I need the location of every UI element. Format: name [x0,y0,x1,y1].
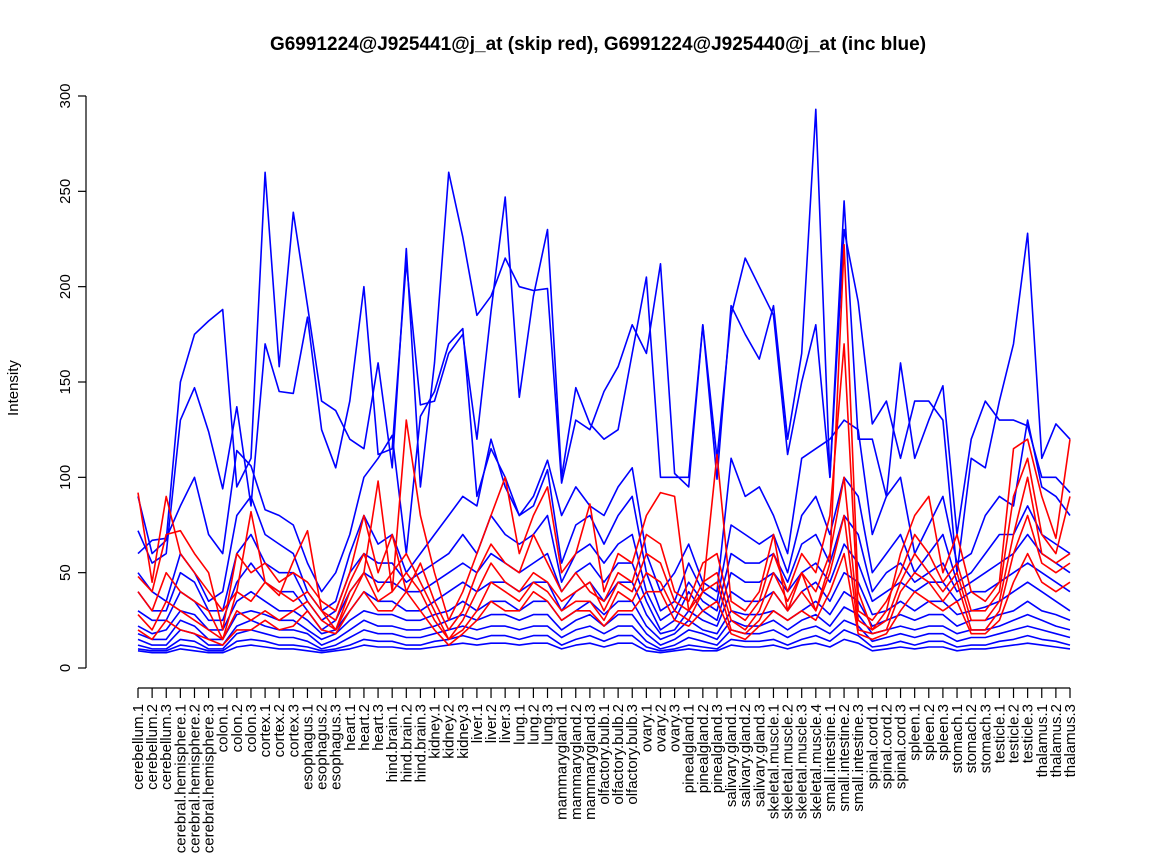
x-tick-label: olfactory.bulb.3 [624,704,641,805]
x-tick-label: lung.1 [511,704,528,745]
x-tick-label: cerebral.hemisphere.2 [186,704,203,853]
x-tick-label: liver.3 [497,704,514,743]
x-tick-label: salivary.gland.3 [751,704,768,807]
x-tick-label: cerebellum.3 [158,704,175,790]
x-tick-label: skeletal.muscle.3 [794,704,811,819]
x-tick-label: skeletal.muscle.4 [808,704,825,819]
x-tick-label: ovary.2 [652,704,669,752]
series-line-skip-2 [137,343,1071,631]
x-tick-label: skeletal.muscle.1 [765,704,782,819]
x-tick-label: cerebral.hemisphere.3 [201,704,218,853]
y-tick-label: 250 [57,179,74,204]
x-tick-label: testicle.1 [991,704,1008,763]
x-tick-label: salivary.gland.2 [737,704,754,807]
series-line-skip-3 [137,476,1071,641]
x-tick-label: cortex.3 [285,704,302,757]
x-tick-label: pinealgland.3 [709,704,726,793]
series-line-inc-12 [137,638,1071,654]
x-tick-label: skeletal.muscle.2 [780,704,797,819]
series-line-inc-11 [137,629,1071,652]
x-tick-label: colon.2 [229,704,246,752]
chart-title: G6991224@J925441@j_at (skip red), G69912… [270,34,926,55]
x-tick-label: small.intestine.2 [836,704,853,812]
y-tick-label: 300 [57,83,74,108]
x-tick-label: spleen.2 [921,704,938,761]
series-line-inc-1 [137,171,1071,555]
x-tick-label: cerebellum.2 [144,704,161,790]
x-tick-label: small.intestine.1 [822,704,839,812]
x-tick-label: esophagus.2 [314,704,331,790]
x-tick-label: small.intestine.3 [850,704,867,812]
series-line-skip-1 [137,243,1071,631]
x-tick-label: stomach.1 [949,704,966,773]
x-tick-label: colon.3 [243,704,260,752]
x-tick-label: ovary.3 [667,704,684,752]
x-tick-label: liver.2 [483,704,500,743]
x-tick-label: cortex.1 [257,704,274,757]
plot-series [137,108,1071,654]
x-tick-label: spleen.1 [907,704,924,761]
x-tick-label: testicle.3 [1020,704,1037,763]
x-tick-label: mammarygland.1 [554,704,571,820]
y-tick-label: 100 [57,465,74,490]
x-tick-label: pinealgland.1 [681,704,698,793]
series-line-inc-2 [137,108,1071,574]
x-tick-label: cerebral.hemisphere.1 [172,704,189,853]
x-tick-label: stomach.3 [977,704,994,773]
series-line-inc-8 [137,590,1071,641]
y-tick-label: 200 [57,274,74,299]
x-tick-label: cortex.2 [271,704,288,757]
x-tick-label: mammarygland.3 [582,704,599,820]
x-tick-label: ovary.1 [638,704,655,752]
x-tick-label: stomach.2 [963,704,980,773]
x-tick-label: kidney.2 [441,704,458,759]
x-tick-label: heart.3 [370,704,387,751]
x-tick-label: hind.brain.3 [412,704,429,782]
x-tick-label: olfactory.bulb.2 [610,704,627,805]
x-tick-label: lung.3 [540,704,557,745]
x-tick-label: olfactory.bulb.1 [596,704,613,805]
x-tick-label: lung.2 [525,704,542,745]
x-tick-label: mammarygland.2 [568,704,585,820]
y-tick-label: 0 [57,664,74,672]
x-tick-label: heart.1 [342,704,359,751]
y-axis: 0 50 100 150 200 250 300 [57,83,87,672]
x-tick-label: hind.brain.2 [398,704,415,782]
x-tick-label: esophagus.1 [299,704,316,790]
x-tick-label: spinal.cord.1 [864,704,881,789]
series-line-inc-5 [137,514,1071,622]
x-tick-label: spleen.3 [935,704,952,761]
series-line-inc-10 [137,619,1071,650]
x-tick-label: salivary.gland.1 [723,704,740,807]
x-tick-label: spinal.cord.2 [878,704,895,789]
x-tick-label: thalamus.2 [1048,704,1065,777]
x-tick-label: cerebellum.1 [130,704,147,790]
y-axis-label: Intensity [5,360,22,416]
x-tick-label: kidney.3 [455,704,472,759]
x-tick-label: colon.1 [215,704,232,752]
x-tick-label: spinal.cord.3 [893,704,910,789]
y-tick-label: 150 [57,369,74,394]
y-tick-label: 50 [57,564,74,581]
x-tick-label: thalamus.3 [1062,704,1079,777]
x-tick-label: testicle.2 [1006,704,1023,763]
x-tick-label: hind.brain.1 [384,704,401,782]
x-tick-label: esophagus.3 [328,704,345,790]
x-tick-label: pinealgland.2 [695,704,712,793]
series-line-skip-5 [137,552,1071,646]
x-tick-label: thalamus.1 [1034,704,1051,777]
x-tick-label: heart.2 [356,704,373,751]
x-tick-label: kidney.1 [427,704,444,759]
x-tick-label: liver.1 [469,704,486,743]
x-axis: cerebellum.1cerebellum.2cerebellum.3cere… [130,687,1079,853]
series-line-skip-4 [137,514,1071,641]
